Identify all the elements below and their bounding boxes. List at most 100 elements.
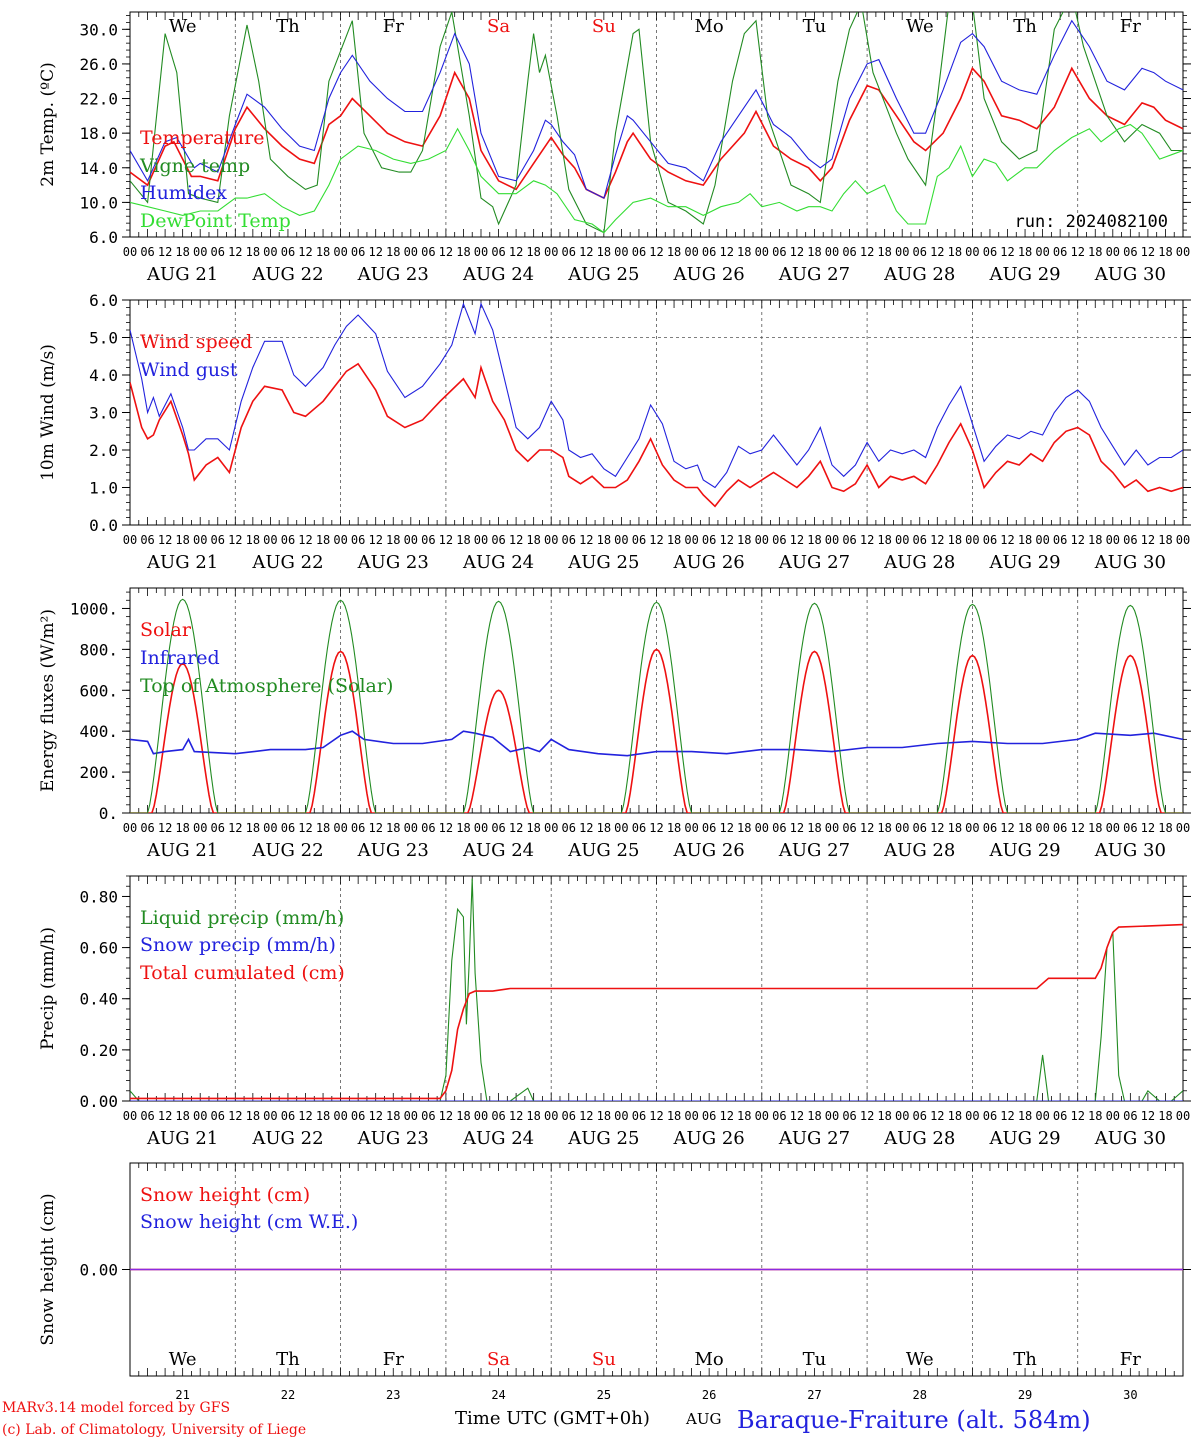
y-tick-label: 0.40 — [79, 990, 118, 1009]
hour-tick-label: 06 — [632, 533, 646, 547]
run-label: run: 2024082100 — [1014, 212, 1168, 232]
date-label: AUG 26 — [673, 840, 745, 861]
hour-tick-label: 12 — [1141, 533, 1155, 547]
hour-tick-label: 06 — [913, 533, 927, 547]
y-tick-label: 2.0 — [89, 441, 118, 460]
panel-2: 0.0 1.0 2.0 3.0 4.0 5.0 6.0 10m Wind (m/s) Wind … — [38, 291, 1191, 573]
series-line-temperature — [130, 66, 1183, 200]
hour-tick-label: 06 — [562, 533, 576, 547]
hour-tick-label: 18 — [1088, 245, 1102, 259]
panel-1: 6.0 10.0 14.0 18.0 22.0 26.0 30.0 2m Temp. (ºC)… — [38, 11, 1191, 285]
hour-tick-label: 00 — [825, 821, 839, 835]
hour-tick-label: 00 — [614, 821, 628, 835]
hour-tick-label: 18 — [737, 245, 751, 259]
legend-entry: Top of Atmosphere (Solar) — [140, 675, 393, 697]
hour-tick-label: 18 — [456, 821, 470, 835]
hour-tick-label: 06 — [1053, 245, 1067, 259]
hour-tick-label: 12 — [368, 821, 382, 835]
day-number: 26 — [702, 1388, 716, 1402]
hour-tick-label: 18 — [246, 1109, 260, 1123]
series-line-humidex — [130, 19, 1183, 199]
hour-tick-label: 12 — [1070, 1109, 1084, 1123]
hour-tick-label: 00 — [895, 533, 909, 547]
hour-tick-label: 06 — [772, 821, 786, 835]
series-line-solar — [130, 648, 1183, 813]
hour-tick-label: 12 — [439, 821, 453, 835]
y-axis-label: Precip (mm/h) — [38, 927, 58, 1050]
hour-tick-label: 12 — [1141, 1109, 1155, 1123]
hour-tick-label: 12 — [1000, 245, 1014, 259]
hour-tick-label: 18 — [316, 533, 330, 547]
hour-tick-label: 00 — [193, 1109, 207, 1123]
series-line-liquid-precip-mm-h- — [130, 878, 1183, 1101]
hour-tick-label: 12 — [368, 533, 382, 547]
hour-tick-label: 00 — [333, 1109, 347, 1123]
date-label: AUG 27 — [778, 264, 850, 285]
hour-tick-label: 18 — [1088, 1109, 1102, 1123]
hour-tick-label: 06 — [1053, 821, 1067, 835]
legend-entry: DewPoint Temp — [140, 210, 291, 232]
hour-tick-label: 06 — [562, 1109, 576, 1123]
hour-tick-label: 18 — [737, 1109, 751, 1123]
hour-tick-label: 06 — [281, 821, 295, 835]
day-name-top: Sa — [487, 16, 510, 37]
day-name-top: We — [906, 16, 934, 37]
hour-tick-label: 06 — [491, 1109, 505, 1123]
day-name-bottom: Mo — [695, 1349, 724, 1370]
y-tick-label: 0.0 — [89, 516, 118, 535]
hour-tick-label: 18 — [948, 533, 962, 547]
hour-tick-label: 18 — [597, 1109, 611, 1123]
hour-tick-label: 18 — [807, 821, 821, 835]
hour-tick-label: 18 — [1018, 533, 1032, 547]
date-label: AUG 23 — [357, 552, 429, 573]
hour-tick-label: 06 — [281, 533, 295, 547]
legend-entry: Infrared — [140, 647, 220, 669]
hour-tick-label: 06 — [211, 245, 225, 259]
hour-tick-label: 18 — [175, 1109, 189, 1123]
hour-tick-label: 18 — [386, 821, 400, 835]
hour-tick-label: 18 — [1158, 533, 1172, 547]
hour-tick-label: 18 — [877, 533, 891, 547]
panel-4: 0.00 0.20 0.40 0.60 0.80 Precip (mm/h) Liquid … — [38, 875, 1191, 1149]
day-name-top: Fr — [1120, 16, 1141, 37]
hour-tick-label: 00 — [1106, 1109, 1120, 1123]
legend-entry: Temperature — [140, 127, 264, 149]
legend-entry: Wind gust — [140, 359, 238, 381]
hour-tick-label: 06 — [140, 533, 154, 547]
hour-tick-label: 12 — [930, 1109, 944, 1123]
day-name-top: Su — [592, 16, 616, 37]
hour-tick-label: 18 — [246, 245, 260, 259]
hour-tick-label: 00 — [895, 1109, 909, 1123]
hour-tick-label: 06 — [983, 245, 997, 259]
hour-tick-label: 06 — [842, 533, 856, 547]
series-line-infrared — [130, 730, 1183, 757]
hour-tick-label: 18 — [597, 245, 611, 259]
hour-tick-label: 00 — [1106, 821, 1120, 835]
hour-tick-label: 00 — [474, 533, 488, 547]
hour-tick-label: 12 — [158, 1109, 172, 1123]
hour-tick-label: 00 — [755, 245, 769, 259]
day-name-bottom: Fr — [1120, 1349, 1141, 1370]
hour-tick-label: 00 — [965, 821, 979, 835]
hour-tick-label: 12 — [439, 533, 453, 547]
model-credit-line-1: MARv3.14 model forced by GFS — [2, 1400, 230, 1416]
date-label: AUG 24 — [462, 840, 534, 861]
hour-tick-label: 18 — [597, 821, 611, 835]
hour-tick-label: 06 — [842, 245, 856, 259]
hour-tick-label: 12 — [158, 533, 172, 547]
y-axis-label: Snow height (cm) — [38, 1193, 58, 1345]
hour-tick-label: 12 — [439, 245, 453, 259]
day-name-bottom: Tu — [803, 1349, 827, 1370]
hour-tick-label: 12 — [579, 245, 593, 259]
hour-tick-label: 18 — [1158, 245, 1172, 259]
hour-tick-label: 06 — [491, 533, 505, 547]
hour-tick-label: 00 — [825, 1109, 839, 1123]
hour-tick-label: 06 — [632, 821, 646, 835]
hour-tick-label: 06 — [211, 821, 225, 835]
date-label: AUG 22 — [251, 840, 323, 861]
hour-tick-label: 06 — [351, 821, 365, 835]
date-label: AUG 29 — [988, 1128, 1060, 1149]
hour-tick-label: 00 — [404, 1109, 418, 1123]
hour-tick-label: 12 — [298, 821, 312, 835]
hour-tick-label: 00 — [263, 533, 277, 547]
